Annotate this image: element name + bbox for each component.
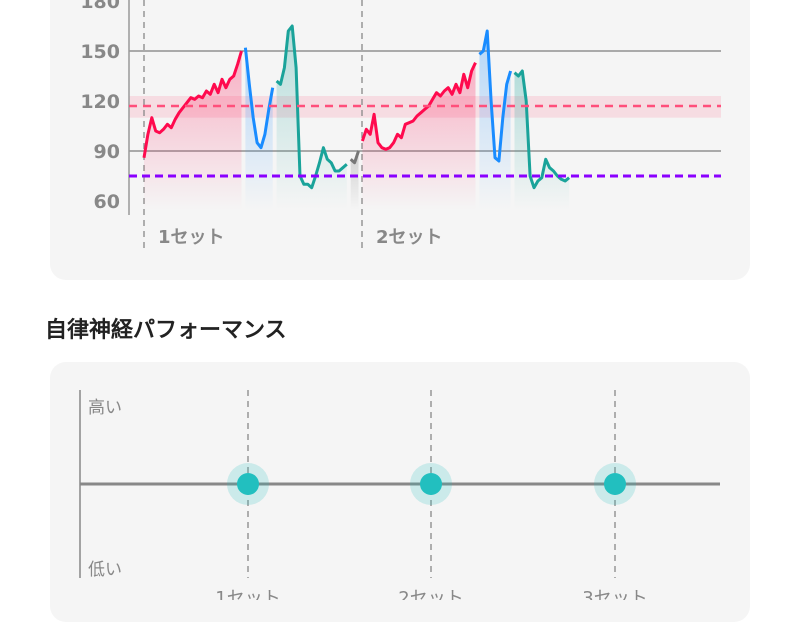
hr-area-recovery (276, 26, 347, 210)
performance-point (420, 473, 442, 495)
hr-line-recovery (275, 24, 348, 190)
y-tick-label: 60 (94, 191, 120, 213)
set-label: 3セット (582, 588, 647, 600)
hr-area-exercise (362, 62, 476, 211)
hr-line-rest (349, 150, 360, 165)
performance-point (237, 473, 259, 495)
y-tick-label: 150 (80, 41, 120, 63)
set-label: 2セット (398, 588, 463, 600)
set-label: 2セット (376, 227, 443, 248)
y-label-low: 低い (88, 560, 122, 580)
y-label-high: 高い (88, 398, 122, 418)
hr-area-recovery-fast (245, 47, 273, 211)
hr-line-recovery-fast (243, 47, 275, 150)
set-label: 1セット (158, 227, 225, 248)
performance-point (604, 473, 626, 495)
hr-area-recovery-fast (479, 31, 511, 210)
y-tick-label: 180 (80, 0, 120, 13)
heart-rate-chart: 60 90 120 150 180 1セット 2セット (80, 0, 721, 250)
hr-line-recovery-fast (478, 29, 513, 163)
autonomic-card (50, 362, 750, 622)
y-tick-label: 120 (80, 91, 120, 113)
hr-line-recovery (513, 69, 571, 190)
hr-line-exercise (360, 62, 477, 151)
hr-area-rest (350, 151, 359, 210)
set-label: 1セット (215, 588, 280, 600)
hr-line-exercise (142, 50, 243, 158)
section-title: 自律神経パフォーマンス (45, 318, 287, 343)
y-tick-label: 90 (94, 141, 120, 163)
